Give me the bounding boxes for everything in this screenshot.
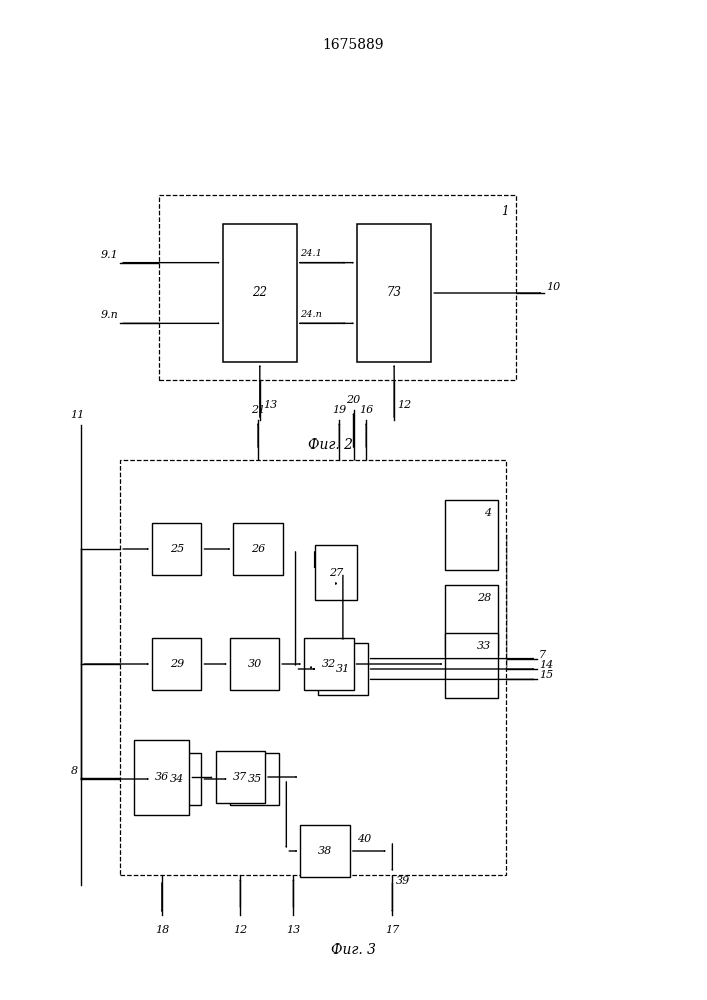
Text: 29: 29 — [170, 659, 184, 669]
Text: 13: 13 — [264, 400, 278, 410]
Bar — [315, 545, 357, 600]
Text: 12: 12 — [233, 925, 247, 935]
Text: 30: 30 — [247, 659, 262, 669]
Text: 12: 12 — [397, 400, 412, 410]
Text: 34: 34 — [170, 774, 184, 784]
Bar — [230, 638, 279, 690]
Text: Фиг. 3: Фиг. 3 — [331, 943, 376, 957]
Bar — [318, 643, 368, 695]
Bar — [233, 523, 283, 575]
Text: 37: 37 — [233, 772, 247, 782]
Text: 36: 36 — [155, 772, 169, 782]
Text: 73: 73 — [387, 286, 402, 299]
Text: 28: 28 — [477, 593, 491, 603]
Text: 22: 22 — [252, 286, 267, 299]
Bar — [445, 585, 498, 655]
Text: 17: 17 — [385, 925, 399, 935]
Text: 20: 20 — [346, 395, 361, 405]
Bar — [216, 751, 265, 803]
Text: 32: 32 — [322, 659, 336, 669]
Bar — [304, 638, 354, 690]
Text: 24.1: 24.1 — [300, 249, 322, 258]
Text: 25: 25 — [170, 544, 184, 554]
Text: 39: 39 — [396, 876, 410, 886]
Text: 10: 10 — [546, 282, 560, 292]
Text: 26: 26 — [251, 544, 265, 554]
Bar — [134, 740, 189, 815]
Bar — [159, 195, 516, 380]
Text: 33: 33 — [477, 641, 491, 651]
Bar — [445, 500, 498, 570]
Bar — [152, 523, 201, 575]
Text: 4: 4 — [484, 508, 491, 518]
Bar — [152, 753, 201, 805]
Text: 14: 14 — [539, 660, 553, 670]
Text: 1: 1 — [501, 205, 509, 218]
Text: 13: 13 — [286, 925, 300, 935]
Bar — [230, 753, 279, 805]
Text: 27: 27 — [329, 567, 343, 577]
Text: 21: 21 — [251, 405, 265, 415]
Bar — [445, 633, 498, 698]
Text: Фиг. 2: Фиг. 2 — [308, 438, 353, 452]
Text: 40: 40 — [357, 834, 371, 844]
Text: 19: 19 — [332, 405, 346, 415]
Bar — [300, 825, 350, 877]
Text: 31: 31 — [336, 664, 350, 674]
Text: 18: 18 — [155, 925, 169, 935]
Text: 9.1: 9.1 — [101, 250, 119, 260]
Text: 9.п: 9.п — [101, 310, 119, 320]
Text: 11: 11 — [71, 410, 85, 420]
Bar — [152, 638, 201, 690]
Text: 38: 38 — [318, 846, 332, 856]
Text: 8: 8 — [71, 766, 78, 776]
Text: 7: 7 — [539, 650, 546, 660]
Text: 15: 15 — [539, 670, 553, 680]
Text: 1675889: 1675889 — [323, 38, 384, 52]
Bar — [357, 224, 431, 362]
Bar — [223, 224, 297, 362]
Bar — [120, 460, 506, 875]
Text: 35: 35 — [247, 774, 262, 784]
Text: 16: 16 — [359, 405, 373, 415]
Text: 24.п: 24.п — [300, 310, 322, 319]
